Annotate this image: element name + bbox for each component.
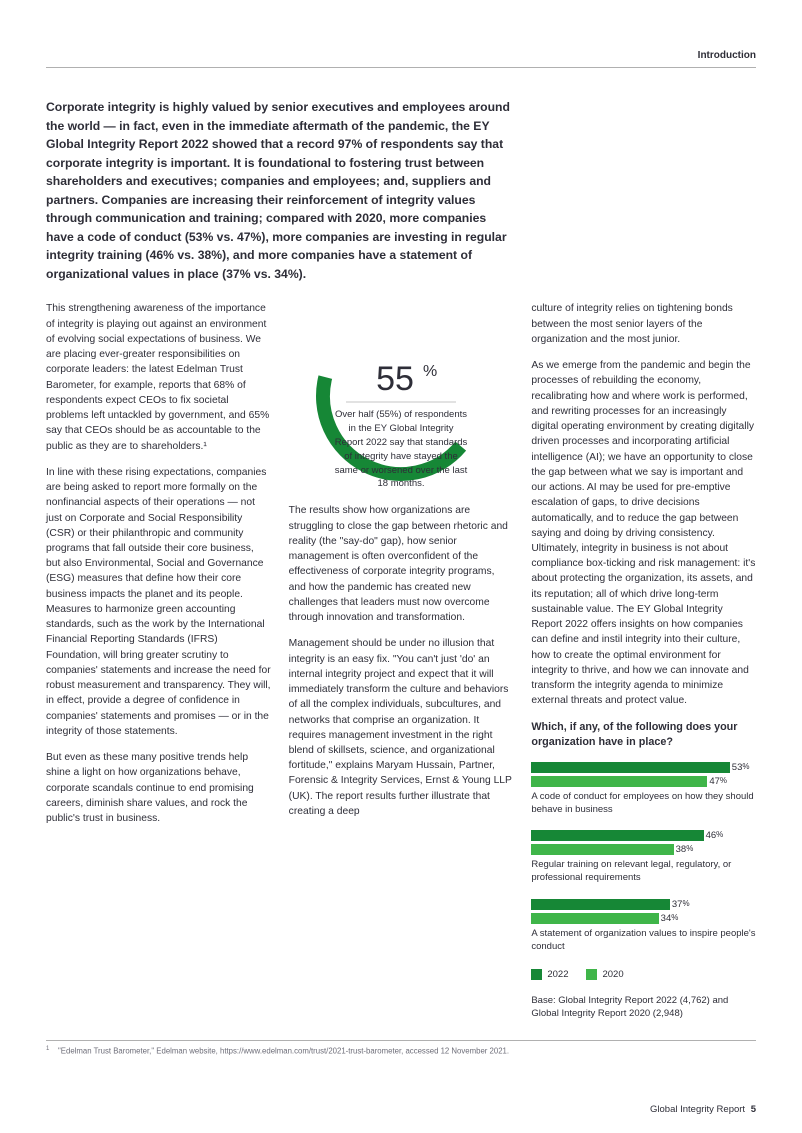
- column-1: This strengthening awareness of the impo…: [46, 301, 271, 1020]
- col1-p1: This strengthening awareness of the impo…: [46, 301, 271, 453]
- footer-page-number: 5: [751, 1104, 756, 1115]
- bar: [531, 830, 703, 841]
- legend-2022: 2022: [531, 968, 568, 982]
- barchart-title: Which, if any, of the following does you…: [531, 720, 756, 750]
- bar-row: 37%: [531, 899, 756, 910]
- bar-value-label: 38%: [676, 845, 694, 855]
- bar-value-label: 34%: [661, 914, 679, 924]
- footer-report: Global Integrity Report: [650, 1104, 745, 1115]
- col3-p1: culture of integrity relies on tightenin…: [531, 301, 756, 347]
- page-footer: Global Integrity Report 5: [650, 1104, 756, 1115]
- bar-row: 34%: [531, 913, 756, 924]
- legend-label-2020: 2020: [602, 968, 623, 982]
- chart-group-caption: A statement of organization values to in…: [531, 928, 756, 954]
- barchart-legend: 2022 2020: [531, 968, 756, 982]
- bar: [531, 913, 658, 924]
- bar-value-label: 53%: [732, 763, 750, 773]
- bar: [531, 899, 670, 910]
- legend-swatch-2022: [531, 969, 542, 980]
- legend-2020: 2020: [586, 968, 623, 982]
- bar: [531, 844, 673, 855]
- chart-group: 37% 34% A statement of organization values…: [531, 899, 756, 954]
- footnote-text: "Edelman Trust Barometer," Edelman websi…: [58, 1047, 509, 1056]
- column-3: culture of integrity relies on tightenin…: [531, 301, 756, 1020]
- svg-text:55: 55: [376, 360, 414, 398]
- chart-group: 46% 38% Regular training on relevant legal…: [531, 830, 756, 885]
- bar-row: 46%: [531, 830, 756, 841]
- bar-value-label: 46%: [706, 831, 724, 841]
- col2-p2: Management should be under no illusion t…: [289, 636, 514, 819]
- chart-group-caption: A code of conduct for employees on how t…: [531, 791, 756, 817]
- chart-group: 53% 47% A code of conduct for employees on…: [531, 762, 756, 817]
- svg-text:%: %: [423, 363, 437, 380]
- barchart: 53% 47% A code of conduct for employees on…: [531, 762, 756, 954]
- bar-value-label: 37%: [672, 900, 690, 910]
- col3-p2: As we emerge from the pandemic and begin…: [531, 358, 756, 708]
- footnote-marker: 1: [46, 1046, 49, 1052]
- bar-value-label: 47%: [709, 777, 727, 787]
- legend-swatch-2020: [586, 969, 597, 980]
- barchart-base: Base: Global Integrity Report 2022 (4,76…: [531, 994, 756, 1021]
- donut-chart: 55% Over half (55%) of respondents in th…: [289, 301, 514, 491]
- lead-paragraph: Corporate integrity is highly valued by …: [46, 98, 515, 283]
- column-2: 55% Over half (55%) of respondents in th…: [289, 301, 514, 1020]
- section-header: Introduction: [46, 50, 756, 68]
- bar-row: 47%: [531, 776, 756, 787]
- bar-row: 53%: [531, 762, 756, 773]
- col2-p1: The results show how organizations are s…: [289, 503, 514, 625]
- footnote: 1 "Edelman Trust Barometer," Edelman web…: [46, 1041, 756, 1057]
- col1-p3: But even as these many positive trends h…: [46, 750, 271, 826]
- bar: [531, 762, 729, 773]
- col1-p2: In line with these rising expectations, …: [46, 465, 271, 739]
- chart-group-caption: Regular training on relevant legal, regu…: [531, 859, 756, 885]
- legend-label-2022: 2022: [547, 968, 568, 982]
- bar-row: 38%: [531, 844, 756, 855]
- donut-caption: Over half (55%) of respondents in the EY…: [334, 408, 469, 491]
- bar: [531, 776, 707, 787]
- section-label: Introduction: [698, 50, 756, 61]
